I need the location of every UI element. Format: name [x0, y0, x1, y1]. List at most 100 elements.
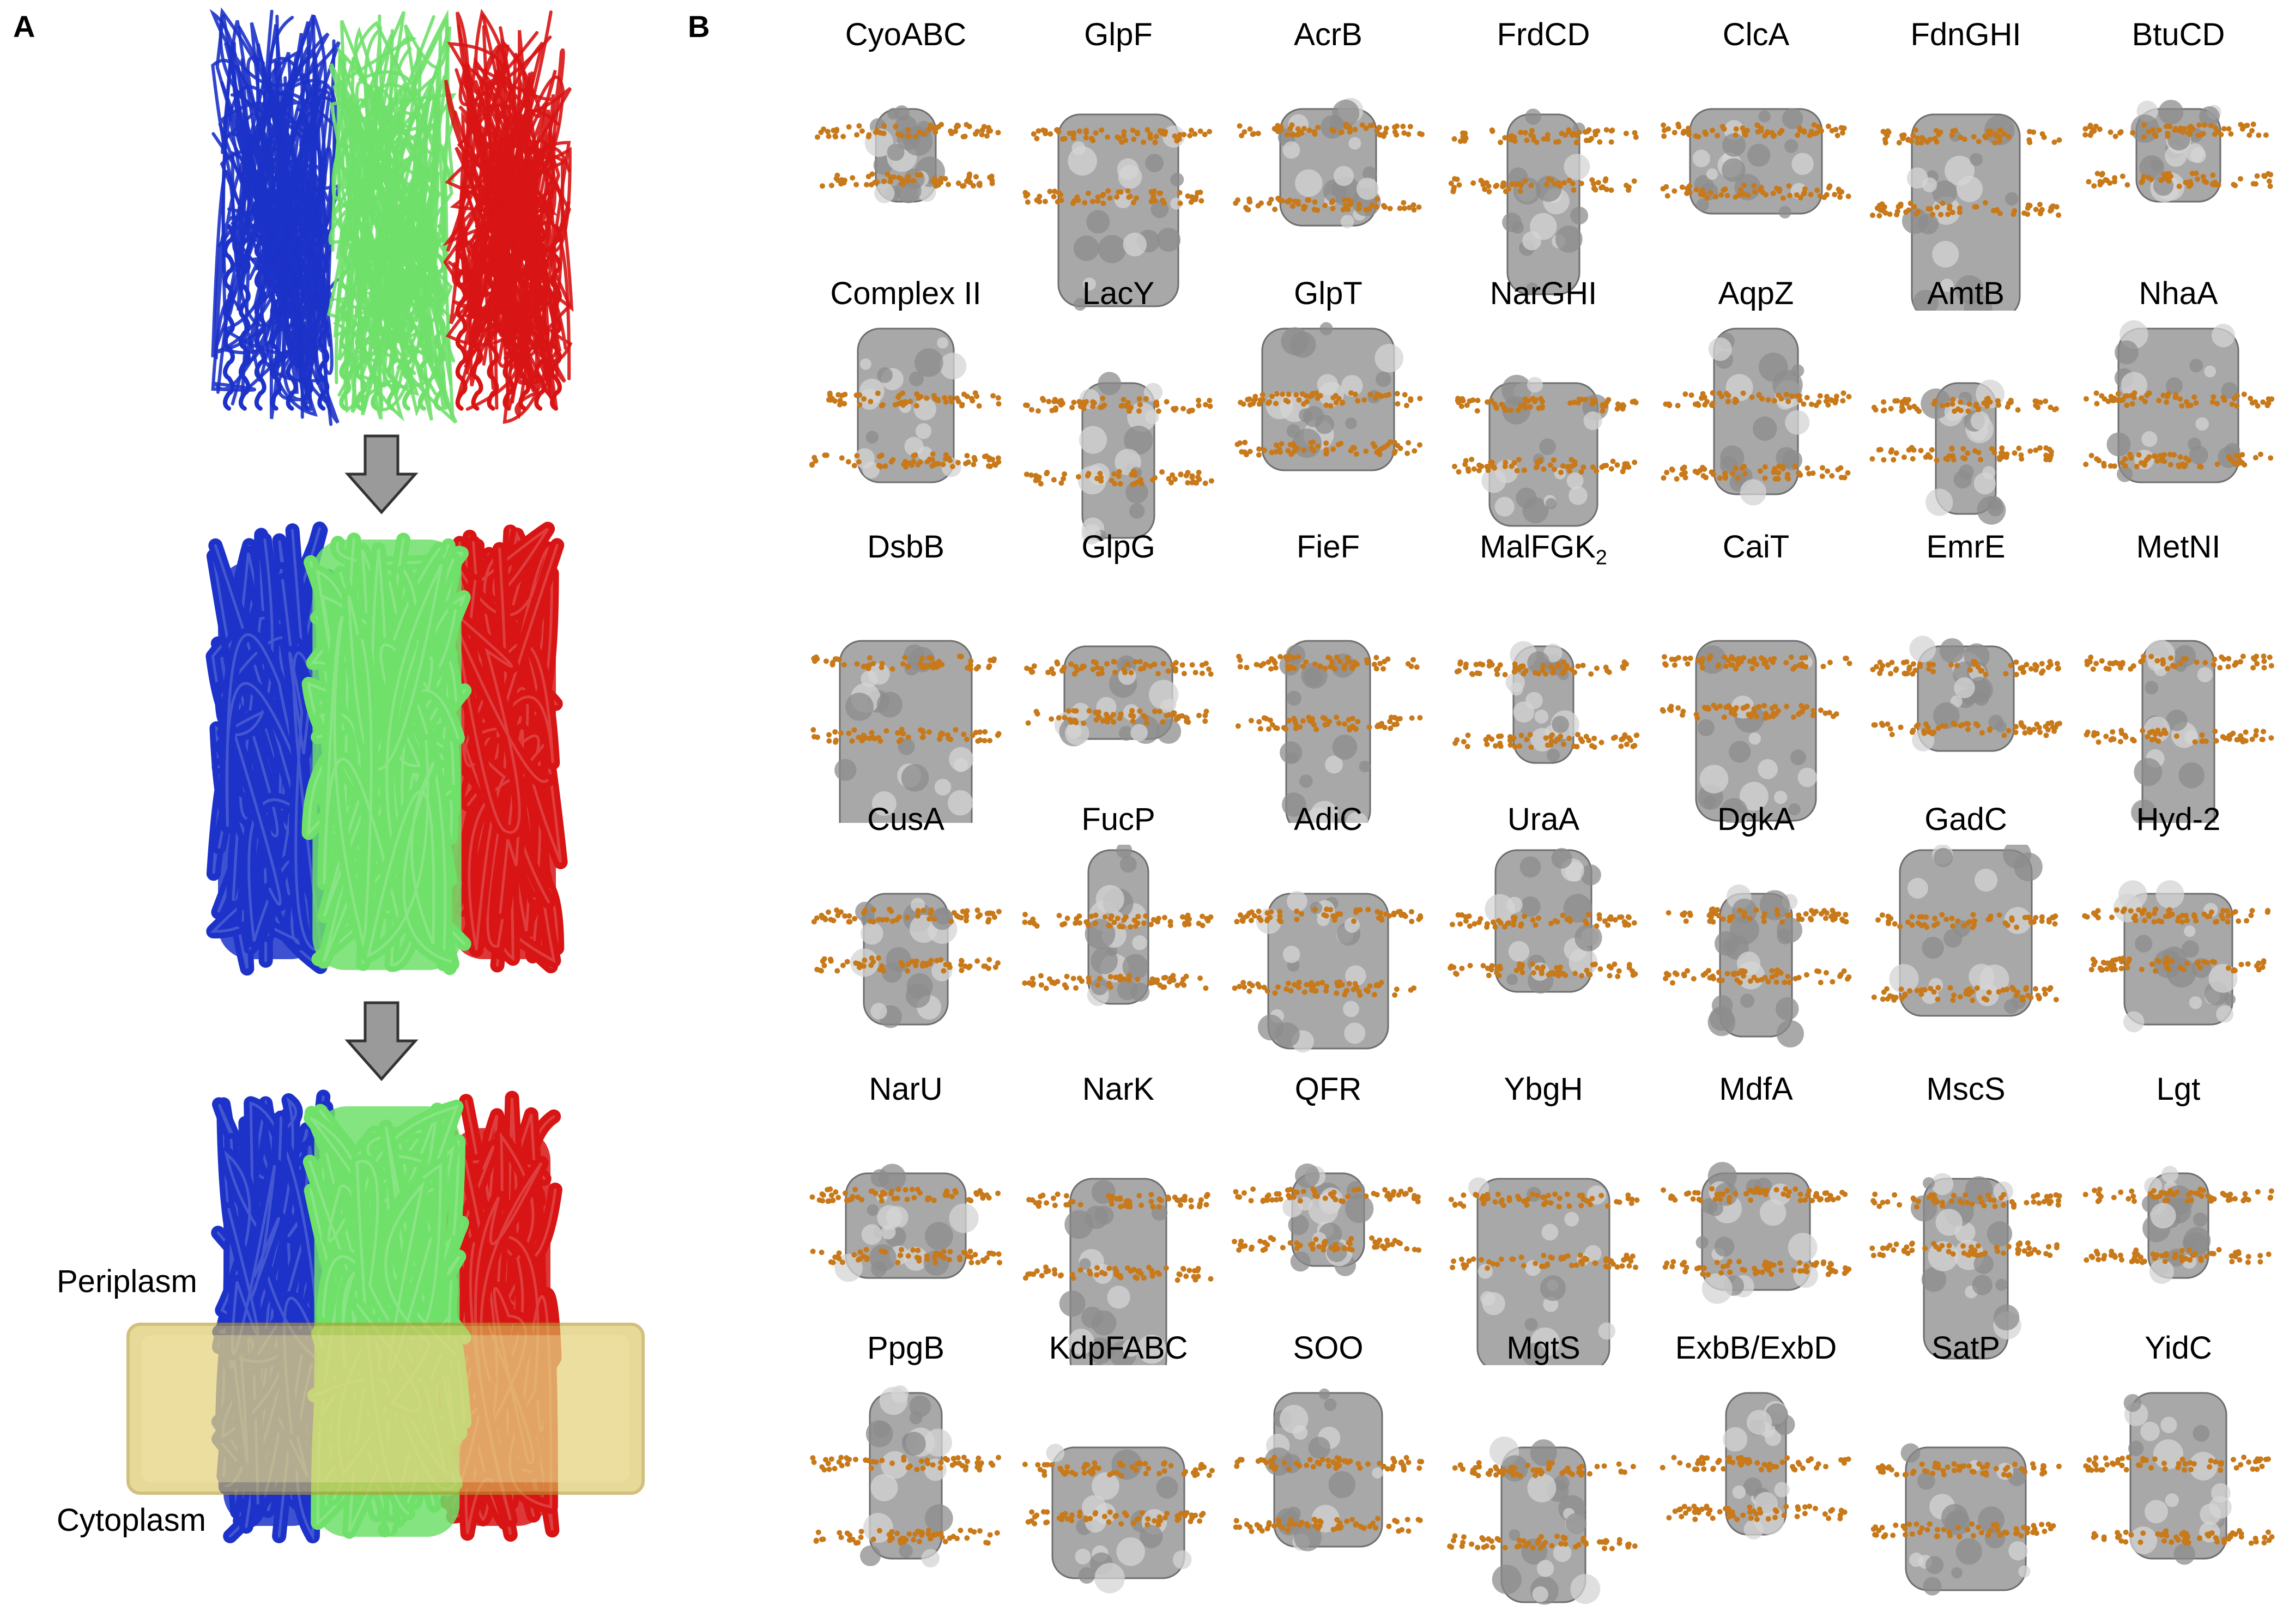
- protein-surface: [2114, 880, 2238, 1032]
- protein-name: PpgB: [801, 1330, 1010, 1366]
- protein-name: GlpG: [1014, 529, 1223, 565]
- protein-surface: [834, 1164, 978, 1282]
- protein-membrane-model: [1651, 1373, 1861, 1624]
- protein-surface: [1481, 375, 1608, 526]
- periplasm-label: Periplasm: [57, 1263, 197, 1300]
- protein-name: GlpT: [1224, 275, 1433, 312]
- protein-cell: AcrB: [1224, 16, 1433, 267]
- protein-surface: [2142, 1166, 2211, 1284]
- protein-membrane-model: [1439, 572, 1648, 823]
- protein-membrane-model: [2074, 1114, 2283, 1365]
- protein-name: FrdCD: [1439, 16, 1648, 53]
- protein-membrane-model: [1014, 60, 1223, 311]
- protein-cell: NarGHI: [1439, 275, 1648, 526]
- protein-name: YbgH: [1439, 1071, 1648, 1107]
- protein-membrane-model: [801, 1373, 1010, 1624]
- protein-membrane-model: [2074, 845, 2283, 1095]
- protein-name-subscript: 2: [1596, 547, 1607, 569]
- protein-name: QFR: [1224, 1071, 1433, 1107]
- protein-membrane-model: [801, 60, 1010, 311]
- protein-cell: CyoABC: [801, 16, 1010, 267]
- protein-name: MalFGK2: [1439, 529, 1648, 570]
- protein-cell: SOO: [1224, 1330, 1433, 1580]
- protein-name: MdfA: [1651, 1071, 1861, 1107]
- protein-cell: Lgt: [2074, 1071, 2283, 1322]
- protein-membrane-model: [2074, 60, 2283, 311]
- protein-name: Lgt: [2074, 1071, 2283, 1107]
- protein-cell: GlpF: [1014, 16, 1223, 267]
- protein-name: DgkA: [1651, 801, 1861, 838]
- protein-name: CyoABC: [801, 16, 1010, 53]
- protein-membrane-model: [1651, 60, 1861, 311]
- protein-membrane-model: [1224, 845, 1433, 1095]
- protein-membrane-model: [1224, 60, 1433, 311]
- protein-name: NarU: [801, 1071, 1010, 1107]
- protein-cell: GadC: [1861, 801, 2070, 1052]
- protein-cell: FrdCD: [1439, 16, 1648, 267]
- protein-surface: [2131, 100, 2221, 202]
- protein-cell: PpgB: [801, 1330, 1010, 1580]
- protein-name: GadC: [1861, 801, 2070, 838]
- protein-cell: YbgH: [1439, 1071, 1648, 1322]
- protein-name: FdnGHI: [1861, 16, 2070, 53]
- protein-cell: YidC: [2074, 1330, 2283, 1580]
- protein-name: ExbB/ExbD: [1651, 1330, 1861, 1366]
- protein-cell: UraA: [1439, 801, 1648, 1052]
- protein-membrane-model: [1651, 572, 1861, 823]
- protein-name: DsbB: [801, 529, 1010, 565]
- lipid-layer-lower: [2091, 1528, 2275, 1546]
- protein-cell: CusA: [801, 801, 1010, 1052]
- protein-cell: MgtS: [1439, 1330, 1648, 1580]
- protein-name: SatP: [1861, 1330, 2070, 1366]
- protein-name: EmrE: [1861, 529, 2070, 565]
- panel-a-letter: A: [13, 9, 35, 44]
- protein-cell: QFR: [1224, 1071, 1433, 1322]
- protein-cell: FieF: [1224, 529, 1433, 779]
- protein-membrane-model: [1439, 1114, 1648, 1365]
- protein-cell: BtuCD: [2074, 16, 2283, 267]
- protein-cell: GlpT: [1224, 275, 1433, 526]
- protein-membrane-model: [1014, 1114, 1223, 1365]
- down-arrow-icon: [348, 1003, 415, 1079]
- protein-cell: EmrE: [1861, 529, 2070, 779]
- ribbon-structure: [213, 11, 572, 425]
- tube-chain-1: [213, 529, 329, 968]
- protein-cell: KdpFABC: [1014, 1330, 1223, 1580]
- protein-name: YidC: [2074, 1330, 2283, 1366]
- protein-membrane-model: [1439, 1373, 1648, 1624]
- protein-cell: FdnGHI: [1861, 16, 2070, 267]
- protein-name: BtuCD: [2074, 16, 2283, 53]
- protein-name: AdiC: [1224, 801, 1433, 838]
- protein-membrane-model: [1861, 572, 2070, 823]
- protein-cell: MscS: [1861, 1071, 2070, 1322]
- protein-cell: LacY: [1014, 275, 1223, 526]
- protein-name: SOO: [1224, 1330, 1433, 1366]
- protein-membrane-model: [1224, 1373, 1433, 1624]
- protein-cell: AqpZ: [1651, 275, 1861, 526]
- protein-name: GlpF: [1014, 16, 1223, 53]
- protein-membrane-model: [801, 845, 1010, 1095]
- protein-membrane-model: [1861, 845, 2070, 1095]
- protein-membrane-model: [1651, 1114, 1861, 1365]
- panel-b-letter: B: [688, 9, 710, 44]
- protein-cell: ExbB/ExbD: [1651, 1330, 1861, 1580]
- protein-cell: FucP: [1014, 801, 1223, 1052]
- protein-membrane-model: [2074, 572, 2283, 823]
- protein-membrane-model: [1224, 572, 1433, 823]
- protein-membrane-model: [1014, 572, 1223, 823]
- protein-cell: GlpG: [1014, 529, 1223, 779]
- tube-chain-2: [309, 540, 465, 970]
- protein-surface: [1696, 641, 1817, 823]
- protein-name: LacY: [1014, 275, 1223, 312]
- protein-cell: Hyd-2: [2074, 801, 2283, 1052]
- protein-name: ClcA: [1651, 16, 1861, 53]
- protein-cell: AmtB: [1861, 275, 2070, 526]
- protein-cell: NarU: [801, 1071, 1010, 1322]
- protein-name: NhaA: [2074, 275, 2283, 312]
- ribbon-chain-3: [445, 12, 572, 422]
- panel-a: Periplasm Cytoplasm: [0, 0, 665, 1548]
- protein-membrane-model: [1861, 1114, 2070, 1365]
- ribbon-chain-2: [329, 11, 456, 422]
- protein-name: MscS: [1861, 1071, 2070, 1107]
- protein-name: Hyd-2: [2074, 801, 2283, 838]
